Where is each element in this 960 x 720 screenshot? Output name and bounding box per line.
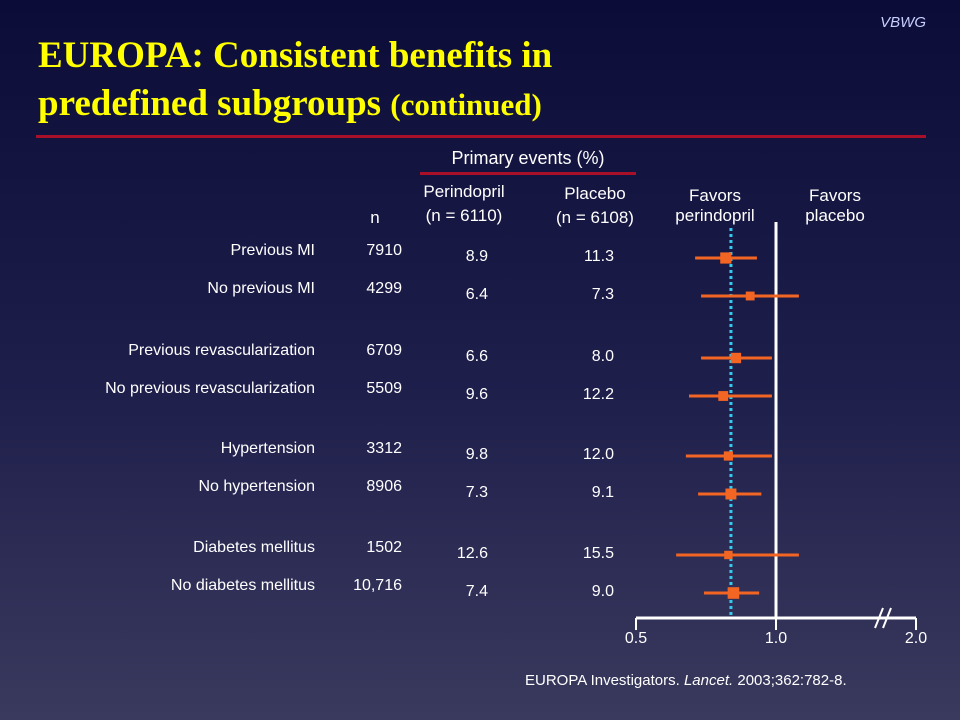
subgroup-n: 1502 (366, 539, 402, 556)
point-estimate-marker (745, 291, 755, 301)
perindopril-events: 7.4 (465, 583, 488, 600)
page-title: EUROPA: Consistent benefits in predefine… (38, 32, 898, 129)
subgroup-n: 10,716 (353, 577, 402, 594)
subgroup-n: 5509 (366, 380, 402, 397)
title-line-1: EUROPA: Consistent benefits in (38, 35, 553, 76)
favors-placebo-line-2: placebo (805, 206, 865, 225)
title-line-2-main: predefined subgroups (38, 83, 382, 124)
brand-label: VBWG (880, 14, 926, 31)
favors-perindopril-label: Favors perindopril (660, 186, 770, 226)
subgroup-label: Previous MI (230, 242, 315, 259)
point-estimate-marker (720, 252, 732, 264)
axis-break-mark (882, 607, 892, 629)
placebo-n-header: (n = 6108) (556, 208, 634, 227)
subgroup-label: No diabetes mellitus (170, 577, 315, 594)
title-line-2: predefined subgroups (continued) (38, 80, 898, 129)
placebo-events: 11.3 (584, 248, 614, 265)
perindopril-events: 8.9 (465, 248, 488, 265)
subgroup-label: No hypertension (198, 478, 315, 495)
primary-events-header: Primary events (%) (451, 148, 605, 168)
x-tick-label: 1.0 (765, 630, 787, 647)
perindopril-events: 7.3 (465, 484, 488, 501)
subgroup-label: No previous MI (207, 280, 315, 297)
subgroup-n: 7910 (366, 242, 402, 259)
point-estimate-marker (718, 391, 729, 401)
citation: EUROPA Investigators. Lancet. 2003;362:7… (525, 672, 847, 689)
subgroup-n: 4299 (366, 280, 402, 297)
favors-placebo-label: Favors placebo (780, 186, 890, 226)
placebo-events: 7.3 (591, 286, 614, 303)
subgroup-n: 6709 (366, 342, 402, 359)
primary-events-underline (420, 172, 636, 175)
subgroup-label: Previous revascularization (128, 342, 315, 359)
point-estimate-marker (727, 587, 740, 599)
subgroup-n: 3312 (366, 440, 402, 457)
perindopril-events: 6.4 (465, 286, 488, 303)
citation-ref: 2003;362:782-8. (737, 672, 847, 689)
perindopril-events: 6.6 (465, 348, 488, 365)
placebo-events: 12.0 (582, 446, 614, 463)
perindopril-events: 12.6 (456, 545, 488, 562)
placebo-events: 15.5 (582, 545, 614, 562)
title-line-2-small: (continued) (390, 87, 542, 122)
placebo-header: Placebo (564, 184, 626, 203)
subgroup-label: Diabetes mellitus (193, 539, 315, 556)
subgroup-label: No previous revascularization (105, 380, 315, 397)
citation-journal: Lancet. (683, 672, 734, 689)
title-divider (36, 135, 926, 138)
favors-perindopril-line-2: perindopril (675, 206, 755, 225)
axis-break-mark (874, 607, 884, 629)
placebo-events: 12.2 (582, 386, 614, 403)
subgroup-label: Hypertension (220, 440, 315, 457)
perindopril-header: Perindopril (423, 182, 505, 201)
citation-authors: EUROPA Investigators. (525, 672, 680, 689)
perindopril-events: 9.6 (465, 386, 488, 403)
favors-perindopril-line-1: Favors (689, 186, 741, 205)
perindopril-events: 9.8 (465, 446, 488, 463)
point-estimate-marker (723, 451, 733, 461)
placebo-events: 9.1 (591, 484, 614, 501)
n-header: n (370, 208, 380, 227)
point-estimate-marker (725, 488, 737, 500)
x-tick-label: 2.0 (905, 630, 927, 647)
placebo-events: 9.0 (591, 583, 614, 600)
favors-placebo-line-1: Favors (809, 186, 861, 205)
perindopril-n-header: (n = 6110) (425, 206, 503, 225)
placebo-events: 8.0 (591, 348, 614, 365)
point-estimate-marker (730, 352, 742, 364)
subgroup-n: 8906 (366, 478, 402, 495)
point-estimate-marker (724, 550, 733, 560)
x-tick-label: 0.5 (625, 630, 647, 647)
